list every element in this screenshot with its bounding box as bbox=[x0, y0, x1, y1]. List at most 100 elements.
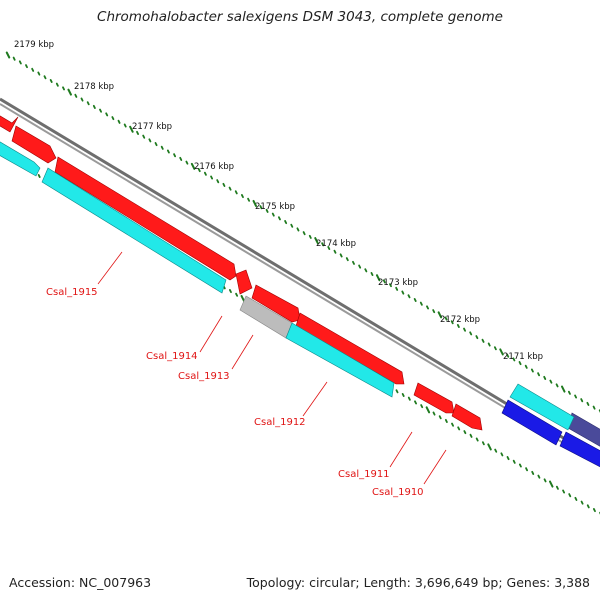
minor-tick bbox=[234, 190, 238, 195]
minor-tick bbox=[197, 168, 201, 173]
gene-label[interactable]: Csal_1912 bbox=[254, 417, 306, 428]
cds-forward-feature[interactable] bbox=[54, 156, 237, 281]
minor-tick bbox=[228, 186, 232, 191]
major-tick bbox=[240, 294, 246, 302]
minor-tick bbox=[302, 231, 306, 236]
kbp-label: 2172 kbp bbox=[440, 315, 480, 325]
minor-tick bbox=[568, 493, 572, 498]
major-tick bbox=[129, 125, 134, 133]
genome-backbone bbox=[0, 97, 600, 466]
gene-label[interactable]: Csal_1913 bbox=[178, 371, 230, 382]
minor-tick bbox=[203, 171, 207, 176]
accession-text: Accession: NC_007963 bbox=[9, 575, 152, 590]
minor-tick bbox=[506, 456, 510, 461]
minor-tick bbox=[284, 220, 288, 225]
minor-tick bbox=[142, 134, 146, 139]
minor-tick bbox=[537, 474, 541, 479]
major-tick bbox=[314, 237, 319, 245]
cds-dark-blue-feature[interactable] bbox=[501, 399, 563, 446]
minor-tick bbox=[235, 292, 239, 297]
minor-tick bbox=[80, 97, 84, 102]
cds-forward-feature[interactable] bbox=[251, 284, 301, 323]
gene-label[interactable]: Csal_1911 bbox=[338, 469, 390, 480]
minor-tick bbox=[296, 227, 300, 232]
minor-tick bbox=[574, 496, 578, 501]
minor-tick bbox=[395, 389, 399, 394]
cds-reverse-feature[interactable] bbox=[509, 383, 575, 431]
gene-label[interactable]: Csal_1910 bbox=[372, 487, 424, 498]
cds-forward-feature[interactable] bbox=[413, 382, 455, 414]
minor-tick bbox=[55, 82, 59, 87]
minor-tick bbox=[62, 86, 65, 91]
minor-tick bbox=[160, 145, 164, 150]
minor-tick bbox=[432, 411, 436, 416]
forward-strand-features[interactable] bbox=[0, 110, 600, 452]
cds-reverse-feature[interactable] bbox=[0, 136, 41, 177]
minor-tick bbox=[475, 335, 479, 340]
map-title: Chromohalobacter salexigens DSM 3043, co… bbox=[97, 9, 503, 25]
minor-tick bbox=[567, 390, 571, 395]
minor-tick bbox=[469, 433, 473, 438]
minor-tick bbox=[395, 286, 399, 291]
minor-tick bbox=[444, 418, 448, 423]
minor-tick bbox=[308, 234, 312, 239]
cds-forward-feature[interactable] bbox=[295, 312, 405, 385]
kbp-label: 2177 kbp bbox=[132, 122, 172, 132]
minor-tick bbox=[12, 56, 16, 61]
minor-tick bbox=[463, 430, 467, 435]
reverse-strand-features[interactable] bbox=[0, 136, 600, 472]
minor-tick bbox=[450, 320, 454, 325]
minor-tick bbox=[481, 441, 485, 446]
major-tick bbox=[487, 443, 492, 451]
cds-forward-feature[interactable] bbox=[0, 110, 19, 133]
kbp-label: 2171 kbp bbox=[503, 352, 543, 362]
gene-label[interactable]: Csal_1915 bbox=[46, 287, 98, 298]
minor-tick bbox=[481, 338, 485, 343]
minor-tick bbox=[99, 108, 102, 113]
minor-tick bbox=[31, 67, 35, 72]
cds-forward-feature[interactable] bbox=[11, 125, 57, 164]
scale-labels: 2179 kbp 2178 kbp 2177 kbp 2176 kbp 2175… bbox=[14, 40, 543, 362]
minor-tick bbox=[500, 452, 504, 457]
minor-tick bbox=[407, 396, 411, 401]
minor-tick bbox=[475, 437, 479, 442]
genome-summary-text: Topology: circular; Length: 3,696,649 bp… bbox=[246, 575, 590, 590]
minor-tick bbox=[518, 361, 522, 366]
minor-tick bbox=[382, 279, 386, 284]
minor-tick bbox=[37, 71, 41, 76]
cds-dark-blue-feature[interactable] bbox=[559, 431, 600, 472]
minor-tick bbox=[457, 426, 461, 431]
gene-label[interactable]: Csal_1914 bbox=[146, 351, 198, 362]
major-tick bbox=[548, 480, 554, 488]
minor-tick bbox=[525, 467, 529, 472]
minor-tick bbox=[506, 353, 510, 358]
cds-forward-feature[interactable] bbox=[235, 269, 253, 295]
minor-tick bbox=[86, 101, 90, 106]
minor-tick bbox=[555, 485, 559, 490]
major-tick bbox=[375, 274, 381, 282]
minor-tick bbox=[327, 246, 331, 251]
minor-tick bbox=[413, 297, 417, 302]
gene-labels: Csal_1915 Csal_1914 Csal_1913 Csal_1912 … bbox=[46, 251, 447, 498]
minor-tick bbox=[389, 283, 392, 288]
minor-tick bbox=[494, 448, 498, 453]
cds-forward-feature[interactable] bbox=[451, 403, 483, 431]
minor-tick bbox=[555, 383, 559, 388]
minor-tick bbox=[493, 346, 497, 351]
minor-tick bbox=[216, 179, 220, 184]
minor-tick bbox=[345, 257, 349, 262]
minor-tick bbox=[247, 197, 251, 202]
minor-tick bbox=[451, 422, 454, 427]
major-tick bbox=[252, 199, 258, 207]
minor-tick bbox=[432, 309, 436, 314]
minor-tick bbox=[530, 368, 534, 373]
minor-tick bbox=[364, 268, 368, 273]
major-tick bbox=[560, 385, 566, 393]
minor-tick bbox=[123, 123, 127, 128]
cds-reverse-feature[interactable] bbox=[41, 167, 227, 294]
minor-tick bbox=[179, 156, 183, 161]
minor-tick bbox=[278, 216, 281, 221]
minor-tick bbox=[240, 194, 244, 199]
cds-reverse-feature[interactable] bbox=[285, 322, 395, 398]
